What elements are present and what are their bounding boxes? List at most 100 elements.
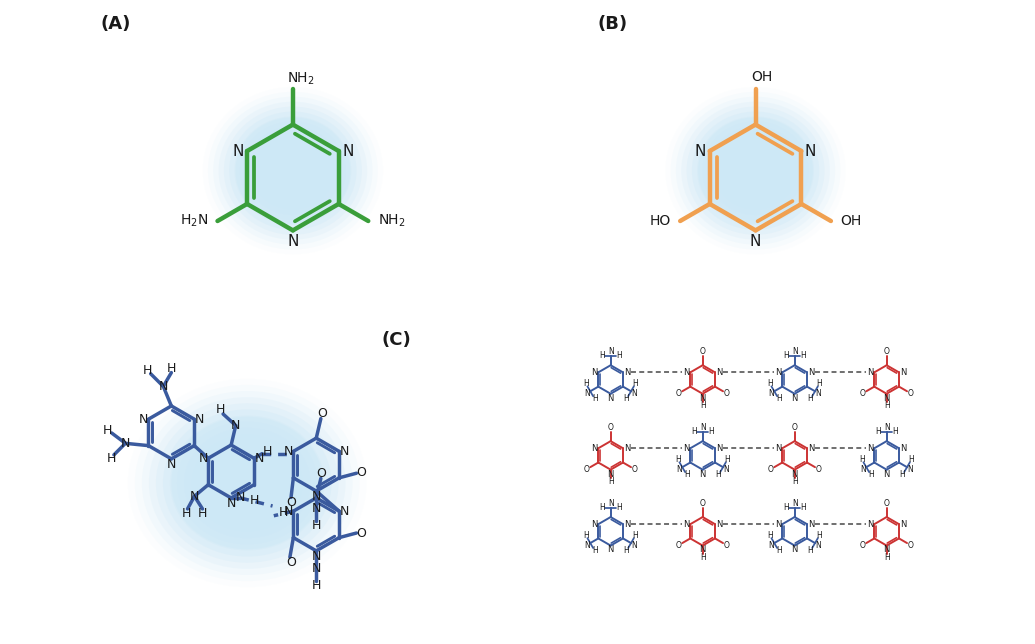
Text: O: O [767, 465, 773, 474]
Text: N: N [231, 419, 240, 432]
Text: N: N [631, 540, 638, 549]
Text: NH$_2$: NH$_2$ [378, 213, 406, 229]
Text: N: N [624, 444, 630, 453]
Text: H: H [624, 394, 629, 403]
Text: (A): (A) [100, 15, 130, 33]
Text: N: N [884, 423, 889, 432]
Ellipse shape [277, 156, 308, 185]
Ellipse shape [261, 141, 325, 200]
Text: H: H [817, 379, 823, 388]
Text: H: H [776, 394, 781, 403]
Text: O: O [700, 347, 706, 356]
Text: N: N [284, 505, 293, 518]
Text: O: O [286, 496, 296, 509]
Text: N: N [312, 562, 321, 574]
Text: O: O [608, 422, 614, 431]
Text: H: H [892, 428, 898, 437]
Text: H: H [312, 519, 321, 532]
Text: N: N [255, 452, 264, 465]
Text: OH: OH [751, 70, 772, 84]
Text: O: O [317, 407, 327, 420]
Text: H: H [884, 401, 889, 410]
Text: N: N [608, 499, 614, 508]
Ellipse shape [162, 410, 331, 556]
Text: N: N [199, 452, 208, 465]
Text: N: N [750, 234, 761, 249]
Text: H: H [782, 352, 789, 361]
Ellipse shape [729, 146, 782, 195]
Text: N: N [287, 234, 298, 249]
Text: O: O [792, 422, 798, 431]
Text: N: N [631, 389, 638, 398]
Text: H: H [249, 494, 259, 507]
Text: N: N [232, 144, 243, 158]
Text: H: H [675, 455, 681, 464]
Text: O: O [724, 389, 730, 398]
Text: H: H [278, 506, 288, 519]
Ellipse shape [723, 141, 788, 200]
Text: H: H [143, 364, 152, 377]
Text: H: H [859, 455, 864, 464]
Text: N: N [608, 469, 614, 478]
Text: O: O [356, 527, 366, 540]
Text: H: H [263, 445, 272, 458]
Text: H: H [216, 403, 226, 417]
Text: N: N [158, 380, 168, 393]
Text: N: N [121, 437, 130, 450]
Ellipse shape [271, 151, 314, 191]
Text: N: N [884, 469, 890, 478]
Text: O: O [632, 465, 638, 474]
Text: N: N [792, 545, 798, 554]
Text: O: O [676, 389, 681, 398]
Ellipse shape [283, 161, 303, 180]
Text: N: N [805, 144, 817, 158]
Text: H: H [801, 503, 806, 512]
Text: N: N [343, 144, 354, 158]
Text: H: H [884, 553, 889, 562]
Ellipse shape [224, 106, 362, 235]
Text: H: H [801, 352, 806, 361]
Text: O: O [908, 541, 914, 550]
Ellipse shape [149, 397, 346, 569]
Ellipse shape [213, 97, 373, 245]
Text: H: H [700, 401, 706, 410]
Text: H: H [583, 531, 589, 540]
Text: N: N [716, 368, 722, 377]
Text: N: N [792, 393, 798, 402]
Text: N: N [236, 491, 245, 504]
Text: H: H [684, 470, 689, 479]
Text: N: N [775, 444, 781, 453]
Text: H: H [776, 546, 781, 555]
Text: N: N [716, 520, 722, 529]
Ellipse shape [135, 385, 360, 581]
Text: N: N [884, 545, 890, 554]
Ellipse shape [671, 92, 840, 249]
Text: N: N [700, 423, 706, 432]
Text: H: H [617, 503, 622, 512]
Text: NH$_2$: NH$_2$ [287, 70, 315, 87]
Text: H: H [700, 553, 706, 562]
Ellipse shape [288, 166, 298, 176]
Text: O: O [724, 541, 730, 550]
Text: H: H [198, 507, 207, 520]
Text: H: H [583, 379, 589, 388]
Text: H: H [807, 394, 814, 403]
Text: N: N [584, 389, 590, 398]
Ellipse shape [236, 117, 350, 224]
Text: H: H [592, 546, 597, 555]
Text: H: H [691, 428, 697, 437]
Text: H: H [599, 352, 604, 361]
Ellipse shape [205, 446, 290, 520]
Ellipse shape [699, 117, 812, 224]
Text: H: H [107, 453, 116, 466]
Text: N: N [284, 445, 293, 458]
Text: N: N [908, 465, 914, 474]
Ellipse shape [250, 131, 335, 210]
Text: N: N [867, 368, 874, 377]
Text: N: N [608, 347, 614, 356]
Ellipse shape [227, 464, 268, 502]
Text: H: H [632, 531, 639, 540]
Text: O: O [908, 389, 914, 398]
Text: N: N [312, 490, 321, 504]
Text: N: N [768, 389, 773, 398]
